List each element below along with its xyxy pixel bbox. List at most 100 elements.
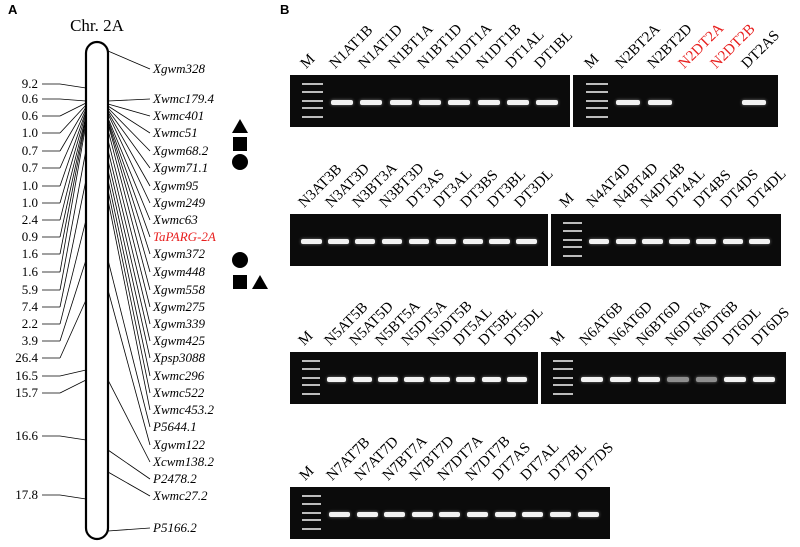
- marker-connector: [107, 50, 151, 70]
- chromosome-body: [84, 40, 110, 541]
- marker-connector: [107, 111, 151, 187]
- pcr-band: [695, 238, 717, 244]
- pcr-band: [330, 99, 354, 105]
- gel-image: [541, 352, 786, 404]
- ladder-band: [302, 99, 323, 102]
- pcr-band: [439, 511, 461, 517]
- ladder-band: [553, 392, 574, 395]
- lane-label-row: M N2BT2A N2BT2D N2DT2A N2DT2B DT2AS: [573, 21, 783, 72]
- marker-connector: [107, 169, 151, 359]
- distance-label: 0.6: [22, 108, 39, 123]
- circle-symbol: [232, 252, 248, 268]
- distance-connector: [59, 117, 87, 238]
- marker-label: Xpsp3088: [152, 350, 206, 365]
- distance-label: 3.9: [22, 333, 38, 348]
- chromosome-title: Chr. 2A: [70, 16, 125, 35]
- marker-lane-label: M: [581, 51, 603, 72]
- circle-symbol: [232, 154, 248, 170]
- distance-connector: [59, 219, 87, 325]
- ladder-band: [302, 511, 322, 514]
- ladder-band: [302, 527, 322, 530]
- marker-connector: [107, 103, 151, 117]
- distance-label: 0.7: [22, 160, 39, 175]
- gel-image: [290, 352, 538, 404]
- pcr-band: [352, 376, 373, 382]
- marker-connector: [107, 113, 151, 204]
- pcr-band: [404, 376, 424, 382]
- distance-label: 1.6: [22, 246, 39, 261]
- marker-connector: [107, 139, 151, 308]
- pcr-band: [577, 511, 599, 517]
- ladder-band: [302, 82, 323, 85]
- distance-connector: [59, 369, 87, 377]
- marker-label: Xgwm275: [152, 299, 206, 314]
- lane-label-row: M N5AT5B N5AT5D N5BT5A N5DT5A N5DT5B DT5AL DT5B…: [290, 298, 547, 349]
- marker-label: Xgwm95: [152, 178, 199, 193]
- distance-label: 1.6: [22, 264, 39, 279]
- pcr-band: [489, 238, 510, 244]
- marker-label: P5644.1: [152, 419, 197, 434]
- ladder-band: [553, 376, 574, 379]
- distance-connector: [59, 123, 87, 273]
- lane-label-row: N3AT3B N3AT3D N3BT3A N3BT3D DT3AS DT3AL DT3BS D…: [290, 160, 556, 211]
- marker-connector: [107, 179, 151, 377]
- marker-label: Xgwm372: [152, 246, 206, 261]
- pcr-band: [429, 376, 450, 382]
- marker-connector: [107, 107, 151, 152]
- ladder-band: [302, 90, 323, 93]
- ladder-band: [553, 359, 574, 362]
- marker-label: Xgwm328: [152, 61, 206, 76]
- distance-connector: [59, 112, 87, 204]
- distance-connector: [59, 110, 87, 187]
- pcr-band: [609, 376, 632, 382]
- distance-connector: [59, 435, 87, 441]
- pcr-band: [389, 99, 412, 105]
- marker-connector: [107, 117, 151, 221]
- pcr-band: [467, 511, 489, 517]
- ladder-band: [563, 254, 582, 257]
- marker-connector: [107, 121, 151, 255]
- gel-image: [551, 214, 781, 266]
- distance-label: 5.9: [22, 282, 38, 297]
- pcr-band: [477, 99, 500, 105]
- ladder-band: [302, 494, 322, 497]
- marker-label: Xwmc27.2: [152, 488, 208, 503]
- marker-connector: [107, 119, 151, 238]
- marker-connector: [107, 109, 151, 169]
- marker-label: Xwmc63: [152, 212, 198, 227]
- distance-label: 0.9: [22, 229, 38, 244]
- pcr-band: [356, 511, 378, 517]
- marker-label: Xgwm71.1: [152, 160, 208, 175]
- ladder-band: [301, 359, 320, 362]
- marker-connector: [107, 105, 151, 134]
- gel-image: [290, 214, 548, 266]
- marker-lane-label: M: [295, 328, 317, 349]
- distance-connector: [59, 98, 87, 102]
- pcr-band: [384, 511, 406, 517]
- pcr-band: [448, 99, 471, 105]
- distance-label: 0.6: [22, 91, 39, 106]
- pcr-band: [616, 99, 641, 105]
- pcr-band: [507, 376, 527, 382]
- distance-label: 2.2: [22, 316, 38, 331]
- marker-connector: [107, 259, 151, 428]
- marker-lane-label: M: [557, 190, 578, 211]
- lane-label-row: M N1AT1B N1AT1D N1BT1A N1BT1D N1DT1A N1DT1B DT1…: [290, 21, 576, 72]
- pcr-band: [695, 376, 718, 382]
- ladder-band: [563, 238, 582, 241]
- ladder-band: [302, 115, 323, 118]
- marker-connector: [107, 289, 151, 446]
- distance-connector: [59, 104, 87, 134]
- pcr-band: [418, 99, 442, 105]
- distance-label: 1.0: [22, 195, 38, 210]
- ladder-band: [585, 82, 608, 85]
- gel-image: [290, 487, 610, 539]
- pcr-band: [588, 238, 610, 244]
- ladder-band: [563, 229, 582, 232]
- pcr-band: [301, 238, 322, 244]
- marker-label: Xgwm68.2: [152, 143, 209, 158]
- marker-lane-label: M: [297, 51, 319, 72]
- panel-a-label: A: [8, 2, 18, 17]
- marker-label: Xgwm249: [152, 195, 206, 210]
- pcr-band: [615, 238, 637, 244]
